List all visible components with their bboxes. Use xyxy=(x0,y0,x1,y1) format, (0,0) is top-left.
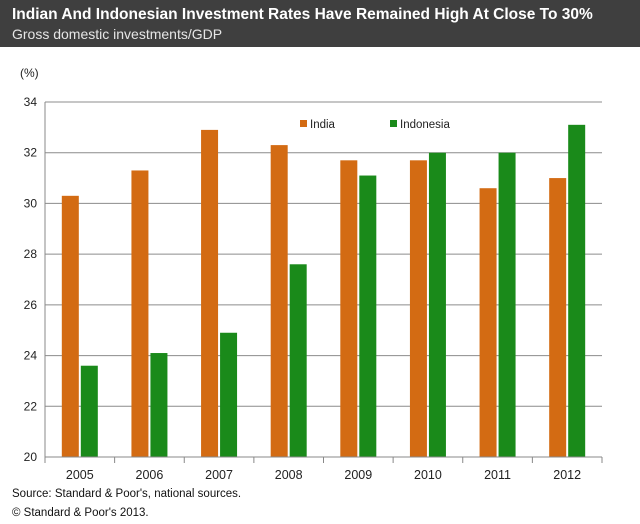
x-tick-label: 2010 xyxy=(414,468,442,482)
y-tick-label: 20 xyxy=(24,450,38,464)
y-tick-label: 24 xyxy=(24,349,38,363)
y-tick-label: 28 xyxy=(24,247,38,261)
bar-india-2007 xyxy=(201,129,219,457)
bar-chart: 20 22 24 26 28 30 32 34 (%) 2005 2006 2007 2008 2009 2… xyxy=(20,66,603,482)
copyright-note: © Standard & Poor's 2013. xyxy=(12,507,149,519)
bar-indonesia-2008 xyxy=(289,264,307,457)
x-tick-label: 2007 xyxy=(205,468,233,482)
bar-indonesia-2012 xyxy=(568,124,586,458)
legend-label-india: India xyxy=(310,119,336,131)
bar-indonesia-2005 xyxy=(80,365,98,457)
bar-indonesia-2007 xyxy=(220,332,238,457)
legend: India Indonesia xyxy=(300,119,450,131)
chart-subtitle: Gross domestic investments/GDP xyxy=(12,26,223,42)
source-note: Source: Standard & Poor's, national sour… xyxy=(12,488,242,500)
bars xyxy=(61,124,586,458)
y-tick-label: 30 xyxy=(24,196,38,210)
bar-india-2009 xyxy=(340,160,358,458)
x-tick-label: 2011 xyxy=(484,468,511,482)
legend-swatch-indonesia xyxy=(390,120,397,127)
bar-indonesia-2010 xyxy=(428,152,446,457)
bar-indonesia-2006 xyxy=(150,353,168,457)
legend-label-indonesia: Indonesia xyxy=(400,119,450,131)
x-tick-label: 2005 xyxy=(66,468,94,482)
bar-india-2012 xyxy=(549,178,567,458)
x-tick-label: 2012 xyxy=(553,468,581,482)
bar-indonesia-2009 xyxy=(359,175,377,458)
y-tick-label: 22 xyxy=(24,399,38,413)
axes: 20 22 24 26 28 30 32 34 (%) 2005 2006 2007 2008 2009 2… xyxy=(20,66,603,482)
y-tick-label: 34 xyxy=(24,95,38,109)
bar-indonesia-2011 xyxy=(498,152,516,457)
x-tick-label: 2006 xyxy=(136,468,164,482)
x-tick-label: 2008 xyxy=(275,468,303,482)
y-tick-label: 26 xyxy=(24,298,38,312)
bar-india-2008 xyxy=(270,145,288,457)
legend-swatch-india xyxy=(300,120,307,127)
bar-india-2011 xyxy=(479,188,497,457)
chart-header: Indian And Indonesian Investment Rates H… xyxy=(0,0,640,47)
y-axis-label: (%) xyxy=(20,66,39,80)
y-tick-label: 32 xyxy=(24,146,38,160)
chart-title: Indian And Indonesian Investment Rates H… xyxy=(12,6,593,23)
bar-india-2005 xyxy=(61,195,79,458)
x-tick-label: 2009 xyxy=(344,468,372,482)
bar-india-2006 xyxy=(131,170,149,457)
bar-india-2010 xyxy=(409,160,427,458)
gridlines xyxy=(45,101,602,407)
